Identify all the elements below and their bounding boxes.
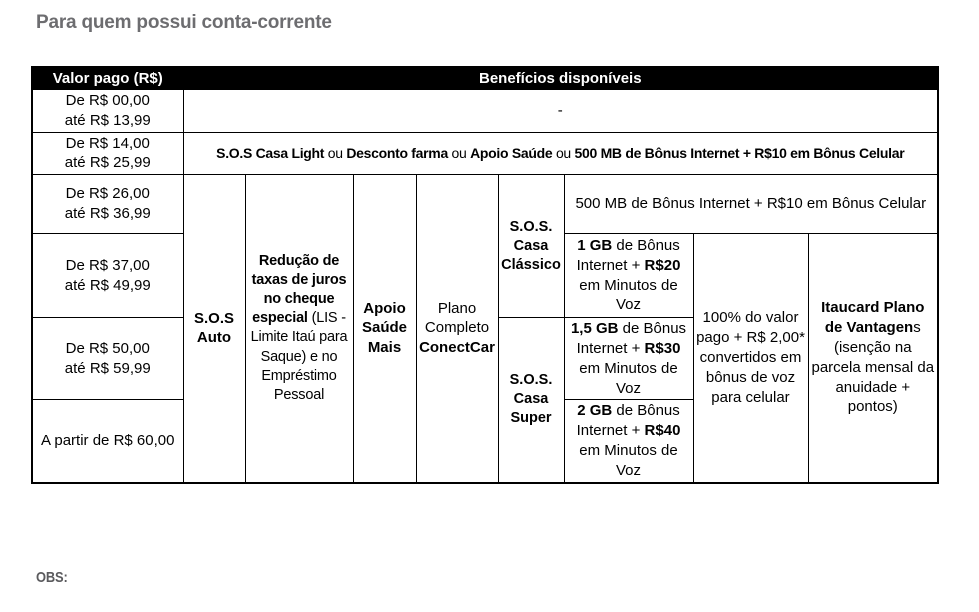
cell-sos-casa-super: S.O.S. Casa Super xyxy=(497,317,565,484)
cell-range-14-25: De R$ 14,00 até R$ 25,99 xyxy=(31,131,184,176)
cell-bonus-1gb: 1 GB de Bônus Internet + R$20 em Minutos… xyxy=(563,233,694,319)
cell-itaucard-vantagens: Itaucard Plano de Vantagens (isenção na … xyxy=(807,233,939,484)
page-title: Para quem possui conta-corrente xyxy=(36,12,332,33)
obs-label: OBS: xyxy=(36,569,68,586)
table-row: A partir de R$ 60,00 2 GB de Bônus Inter… xyxy=(31,399,938,484)
table-row: De R$ 00,00 até R$ 13,99 - xyxy=(31,89,939,133)
header-valor-pago: Valor pago (R$) xyxy=(31,66,184,90)
benefits-table: Valor pago (R$) Benefícios disponíveis D… xyxy=(31,66,940,484)
cell-bonus-2gb: 2 GB de Bônus Internet + R$40 em Minutos… xyxy=(563,399,694,484)
cell-apoio-saude-mais: Apoio Saúde Mais xyxy=(352,174,417,484)
cell-benefit-none: - xyxy=(182,89,939,133)
cell-range-26-36: De R$ 26,00 até R$ 36,99 xyxy=(31,174,184,235)
cell-range-00-13: De R$ 00,00 até R$ 13,99 xyxy=(31,89,184,133)
cell-sos-auto: S.O.S Auto xyxy=(182,174,246,484)
cell-reducao-juros: Redução de taxas de juros no cheque espe… xyxy=(244,174,354,484)
cell-range-50-59: De R$ 50,00 até R$ 59,99 xyxy=(31,317,184,401)
cell-valor-convertido: 100% do valor pago + R$ 2,00* convertido… xyxy=(692,233,809,484)
header-beneficios-disponiveis: Benefícios disponíveis xyxy=(182,66,939,90)
observations-block: OBS: O valor total do Bônus internet est… xyxy=(36,510,899,612)
table-row: De R$ 37,00 até R$ 49,99 1 GB de Bônus I… xyxy=(31,233,939,484)
cell-sos-casa-classico: S.O.S. Casa Clássico xyxy=(497,174,565,319)
cell-bonus-500mb: 500 MB de Bônus Internet + R$10 em Bônus… xyxy=(563,174,939,235)
cell-benefit-14-25: S.O.S Casa Light ou Desconto farma ou Ap… xyxy=(182,131,939,176)
cell-plano-conectcar: Plano Completo ConectCar xyxy=(415,174,499,484)
cell-range-37-49: De R$ 37,00 até R$ 49,99 xyxy=(31,233,184,319)
cell-bonus-1-5gb: 1,5 GB de Bônus Internet + R$30 em Minut… xyxy=(563,317,694,401)
table-row: De R$ 50,00 até R$ 59,99 S.O.S. Casa Sup… xyxy=(31,317,938,484)
table-row: De R$ 14,00 até R$ 25,99 S.O.S Casa Ligh… xyxy=(31,131,939,176)
table-row: De R$ 26,00 até R$ 36,99 S.O.S Auto Redu… xyxy=(31,174,939,484)
table-header-row: Valor pago (R$) Benefícios disponíveis xyxy=(31,66,939,90)
cell-range-60-plus: A partir de R$ 60,00 xyxy=(31,399,184,484)
